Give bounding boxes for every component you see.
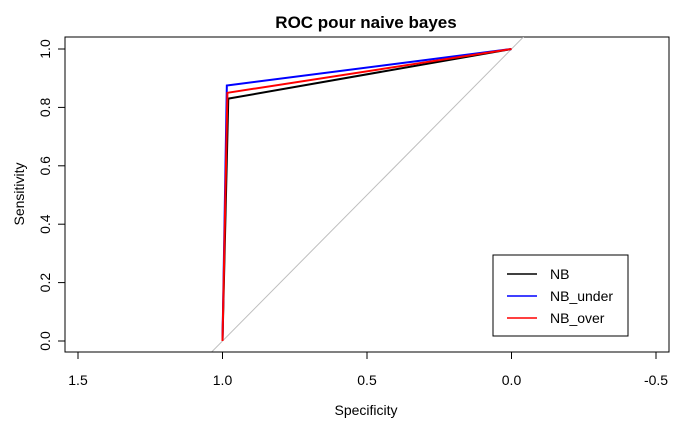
y-axis-label: Sensitivity [11,162,27,225]
y-tick-label: 0.4 [37,214,53,234]
x-axis-label: Specificity [334,402,397,418]
y-tick-label: 0.0 [37,331,53,351]
x-axis: 1.5 1.0 0.5 0.0 -0.5 [68,351,668,388]
x-tick-label: 0.5 [357,372,377,388]
x-tick-label: 1.5 [68,372,88,388]
diagonal-reference-line [210,37,525,352]
y-axis: 0.0 0.2 0.4 0.6 0.8 1.0 [37,39,66,351]
legend-label: NB_over [550,310,605,326]
y-tick-label: 0.8 [37,97,53,117]
series-line-nb-over [221,48,512,342]
legend-label: NB [550,266,569,282]
x-tick-label: 1.0 [213,372,233,388]
legend-label: NB_under [550,288,613,304]
y-tick-label: 1.0 [37,39,53,59]
plot-area [210,37,525,352]
chart-title: ROC pour naive bayes [275,13,456,32]
x-tick-label: 0.0 [502,372,522,388]
y-tick-label: 0.2 [37,273,53,293]
legend: NB NB_under NB_over [492,254,629,337]
y-tick-label: 0.6 [37,156,53,176]
x-tick-label: -0.5 [644,372,668,388]
